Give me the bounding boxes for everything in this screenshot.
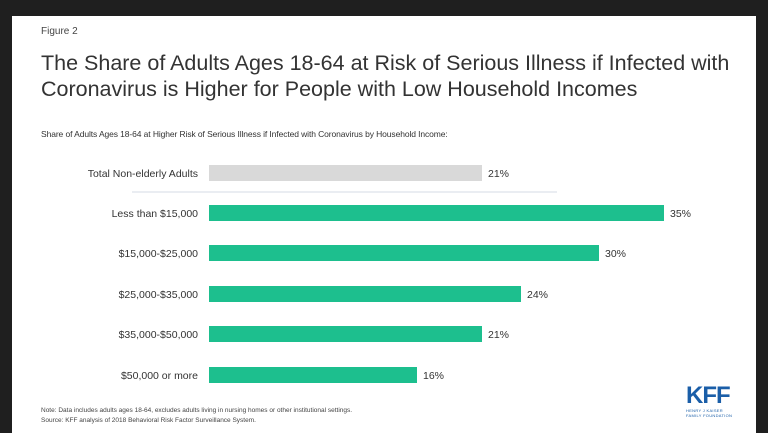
logo-org-line-2: FAMILY FOUNDATION <box>686 413 733 418</box>
chart-notes: Note: Data includes adults ages 18-64, e… <box>41 406 352 426</box>
chart-subtitle: Share of Adults Ages 18-64 at Higher Ris… <box>41 129 448 139</box>
bar <box>209 165 482 181</box>
bar <box>209 245 599 261</box>
bar <box>209 367 417 383</box>
value-label: 16% <box>423 370 444 382</box>
note-text: Note: Data includes adults ages 18-64, e… <box>41 407 353 414</box>
bar <box>209 286 521 302</box>
bar <box>209 205 664 221</box>
value-label: 21% <box>488 329 509 341</box>
bar-chart: Total Non-elderly Adults 21% Less than $15… <box>88 165 691 383</box>
value-label: 35% <box>670 208 691 220</box>
value-label: 30% <box>605 248 626 260</box>
chart-slide: Figure 2 The Share of Adults Ages 18-64 … <box>12 16 756 433</box>
value-label: 21% <box>488 168 509 180</box>
logo-wordmark: KFF <box>686 382 731 409</box>
category-label: $50,000 or more <box>121 370 198 382</box>
category-label: Total Non-elderly Adults <box>88 168 198 180</box>
bar <box>209 326 482 342</box>
kff-logo: KFF HENRY J KAISER FAMILY FOUNDATION <box>686 382 744 419</box>
figure-label: Figure 2 <box>41 26 78 37</box>
value-label: 24% <box>527 289 548 301</box>
category-label: $15,000-$25,000 <box>119 248 199 260</box>
category-label: $35,000-$50,000 <box>119 329 199 341</box>
category-label: Less than $15,000 <box>112 208 199 220</box>
logo-org-line-1: HENRY J KAISER <box>686 408 723 413</box>
source-text: Source: KFF analysis of 2018 Behavioral … <box>41 417 256 424</box>
category-label: $25,000-$35,000 <box>119 289 199 301</box>
chart-title: The Share of Adults Ages 18-64 at Risk o… <box>41 51 730 101</box>
